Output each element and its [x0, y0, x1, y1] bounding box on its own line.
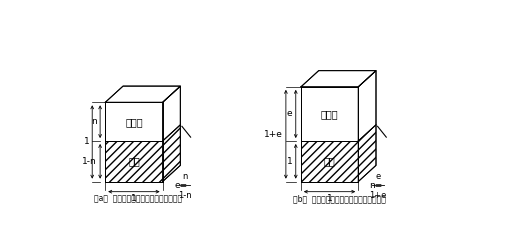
Polygon shape	[357, 71, 375, 141]
Text: e: e	[287, 109, 292, 119]
Polygon shape	[162, 86, 180, 141]
Text: 1: 1	[326, 194, 332, 203]
Polygon shape	[105, 102, 162, 141]
Polygon shape	[357, 125, 375, 182]
Text: 1-n: 1-n	[178, 191, 191, 200]
Polygon shape	[162, 125, 180, 182]
Text: 固相: 固相	[323, 156, 335, 166]
Polygon shape	[300, 87, 357, 141]
Text: 1-n: 1-n	[82, 157, 97, 166]
Text: 1: 1	[286, 157, 292, 166]
Text: （b）  固相の全体積を単位とする体積関係: （b） 固相の全体積を単位とする体積関係	[293, 195, 385, 204]
Text: 1+e: 1+e	[263, 130, 282, 139]
Polygon shape	[105, 141, 162, 182]
Text: n=: n=	[369, 181, 382, 190]
Text: 間げき: 間げき	[125, 117, 143, 127]
Polygon shape	[300, 141, 357, 182]
Polygon shape	[105, 86, 180, 102]
Polygon shape	[300, 71, 375, 87]
Text: 1: 1	[131, 194, 136, 203]
Text: 1+e: 1+e	[369, 191, 386, 200]
Text: e: e	[375, 172, 380, 181]
Text: e=: e=	[174, 181, 187, 190]
Text: n: n	[182, 172, 187, 181]
Text: 間げき: 間げき	[320, 109, 337, 119]
Text: n: n	[91, 117, 97, 126]
Text: （a）  土の全体積を単位とする体積関係: （a） 土の全体積を単位とする体積関係	[94, 195, 182, 204]
Text: 固相: 固相	[128, 156, 139, 166]
Text: 1: 1	[84, 137, 90, 146]
